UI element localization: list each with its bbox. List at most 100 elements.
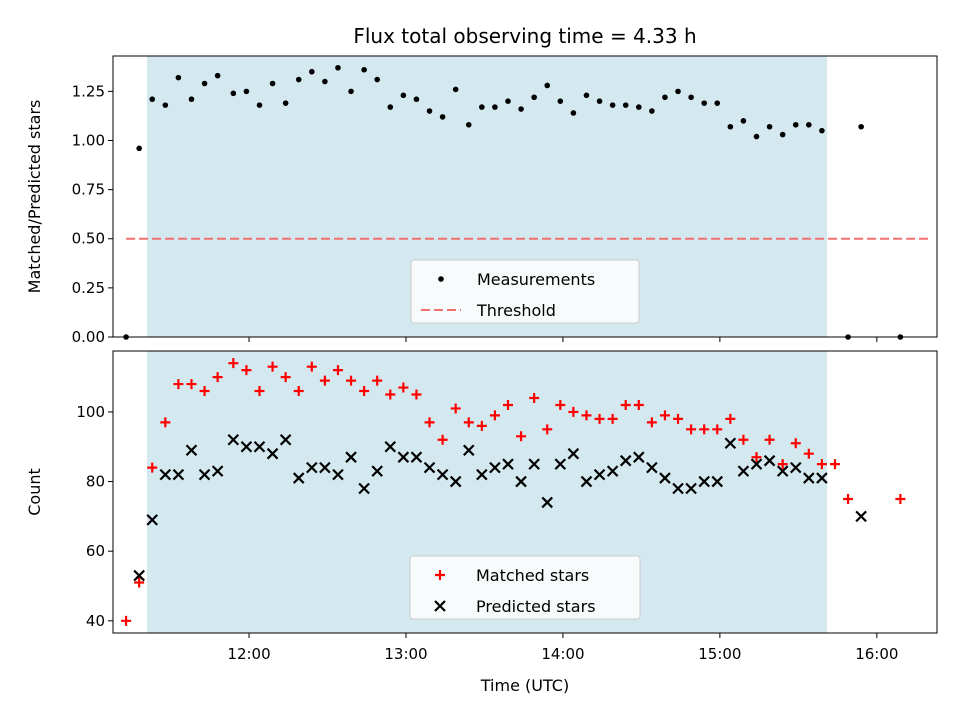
- data-point: [528, 458, 540, 470]
- data-point: [372, 375, 383, 386]
- data-point: [149, 96, 156, 103]
- data-point: [672, 482, 684, 495]
- data-point: [452, 86, 459, 93]
- data-point: [410, 451, 423, 463]
- data-point: [580, 475, 593, 488]
- data-point: [188, 96, 195, 103]
- data-point: [397, 451, 410, 463]
- data-point: [175, 74, 182, 81]
- data-point: [172, 468, 185, 481]
- data-point: [646, 417, 657, 428]
- data-point: [529, 393, 540, 403]
- data-point: [348, 88, 354, 95]
- data-point: [751, 452, 762, 463]
- data-point: [555, 399, 566, 410]
- data-point: [241, 365, 252, 376]
- data-point: [675, 88, 681, 95]
- data-point: [622, 102, 629, 108]
- data-point: [803, 448, 814, 459]
- data-point: [160, 417, 171, 428]
- data-point: [437, 434, 448, 445]
- data-point: [159, 468, 172, 481]
- x-tick-label: 14:00: [541, 645, 584, 663]
- data-point: [359, 386, 370, 397]
- data-point: [557, 98, 564, 104]
- series-predicted-stars: [133, 434, 867, 582]
- x-tick-label: 16:00: [855, 645, 898, 663]
- data-point: [750, 458, 763, 470]
- data-point: [727, 123, 734, 130]
- legend-box: [410, 259, 640, 324]
- y-axis-label: Count: [25, 468, 44, 516]
- data-point: [776, 465, 789, 477]
- data-point: [346, 375, 357, 386]
- data-point: [766, 123, 773, 130]
- data-point: [256, 102, 263, 108]
- data-point: [462, 444, 475, 456]
- data-point: [134, 577, 145, 588]
- data-point: [515, 475, 527, 488]
- data-point: [701, 100, 707, 106]
- data-point: [570, 110, 577, 116]
- data-point: [777, 459, 788, 470]
- series-matched-stars: [121, 358, 906, 626]
- data-point: [371, 465, 383, 477]
- x-tick-label: 15:00: [698, 645, 741, 663]
- data-point: [295, 76, 302, 83]
- data-point: [659, 472, 671, 484]
- data-point: [698, 475, 710, 488]
- y-tick-label: 60: [86, 542, 105, 560]
- data-point: [725, 413, 736, 424]
- data-point: [345, 451, 357, 463]
- data-point: [398, 382, 409, 393]
- data-point: [619, 454, 632, 467]
- y-tick-label: 1.00: [72, 131, 105, 149]
- panels: 0.00 0.25 0.50 0.75 1.00 1.25 Matched/Predicte…: [25, 55, 938, 663]
- data-point: [502, 399, 513, 410]
- data-point: [400, 92, 407, 99]
- data-point: [816, 459, 827, 470]
- data-point: [816, 472, 828, 484]
- data-point: [387, 104, 394, 110]
- data-point: [426, 108, 433, 114]
- data-point: [214, 72, 221, 79]
- data-point: [711, 475, 724, 488]
- legend-label: Measurements: [477, 270, 595, 289]
- data-point: [740, 118, 747, 124]
- data-point: [594, 413, 605, 424]
- data-point: [738, 434, 749, 445]
- data-point: [803, 472, 815, 484]
- data-point: [227, 434, 240, 446]
- data-point: [895, 493, 906, 504]
- data-point: [266, 447, 279, 460]
- data-point: [121, 615, 132, 626]
- data-point: [450, 403, 461, 414]
- panel-1: 0.00 0.25 0.50 0.75 1.00 1.25 Matched/Predicte…: [25, 55, 938, 346]
- y-axis-label: Matched/Predicted stars: [25, 100, 44, 294]
- data-point: [253, 440, 266, 453]
- data-point: [858, 123, 864, 130]
- data-point: [439, 114, 446, 120]
- data-point: [254, 386, 265, 397]
- y-tick-label: 1.25: [72, 82, 105, 100]
- data-point: [162, 102, 169, 108]
- legend: Matched stars Predicted stars: [409, 555, 641, 620]
- y-tick-label: 0.50: [72, 230, 105, 248]
- data-point: [518, 106, 524, 112]
- data-point: [479, 104, 485, 110]
- y-tick-label: 0.25: [72, 279, 105, 297]
- x-tick-label: 13:00: [384, 645, 427, 663]
- legend-marker: [435, 570, 445, 580]
- data-point: [792, 121, 799, 128]
- data-point: [606, 465, 619, 477]
- panel-2: 40 60 80 100 12:00 13:00 14:00 15:00 16:00 Count M…: [25, 350, 938, 663]
- data-point: [567, 447, 580, 460]
- data-point: [819, 127, 825, 134]
- data-point: [243, 88, 250, 95]
- data-point: [673, 413, 684, 424]
- data-point: [306, 461, 318, 474]
- data-point: [186, 379, 197, 390]
- y-tick-label: 100: [76, 403, 105, 421]
- data-point: [568, 406, 579, 417]
- data-point: [489, 461, 501, 474]
